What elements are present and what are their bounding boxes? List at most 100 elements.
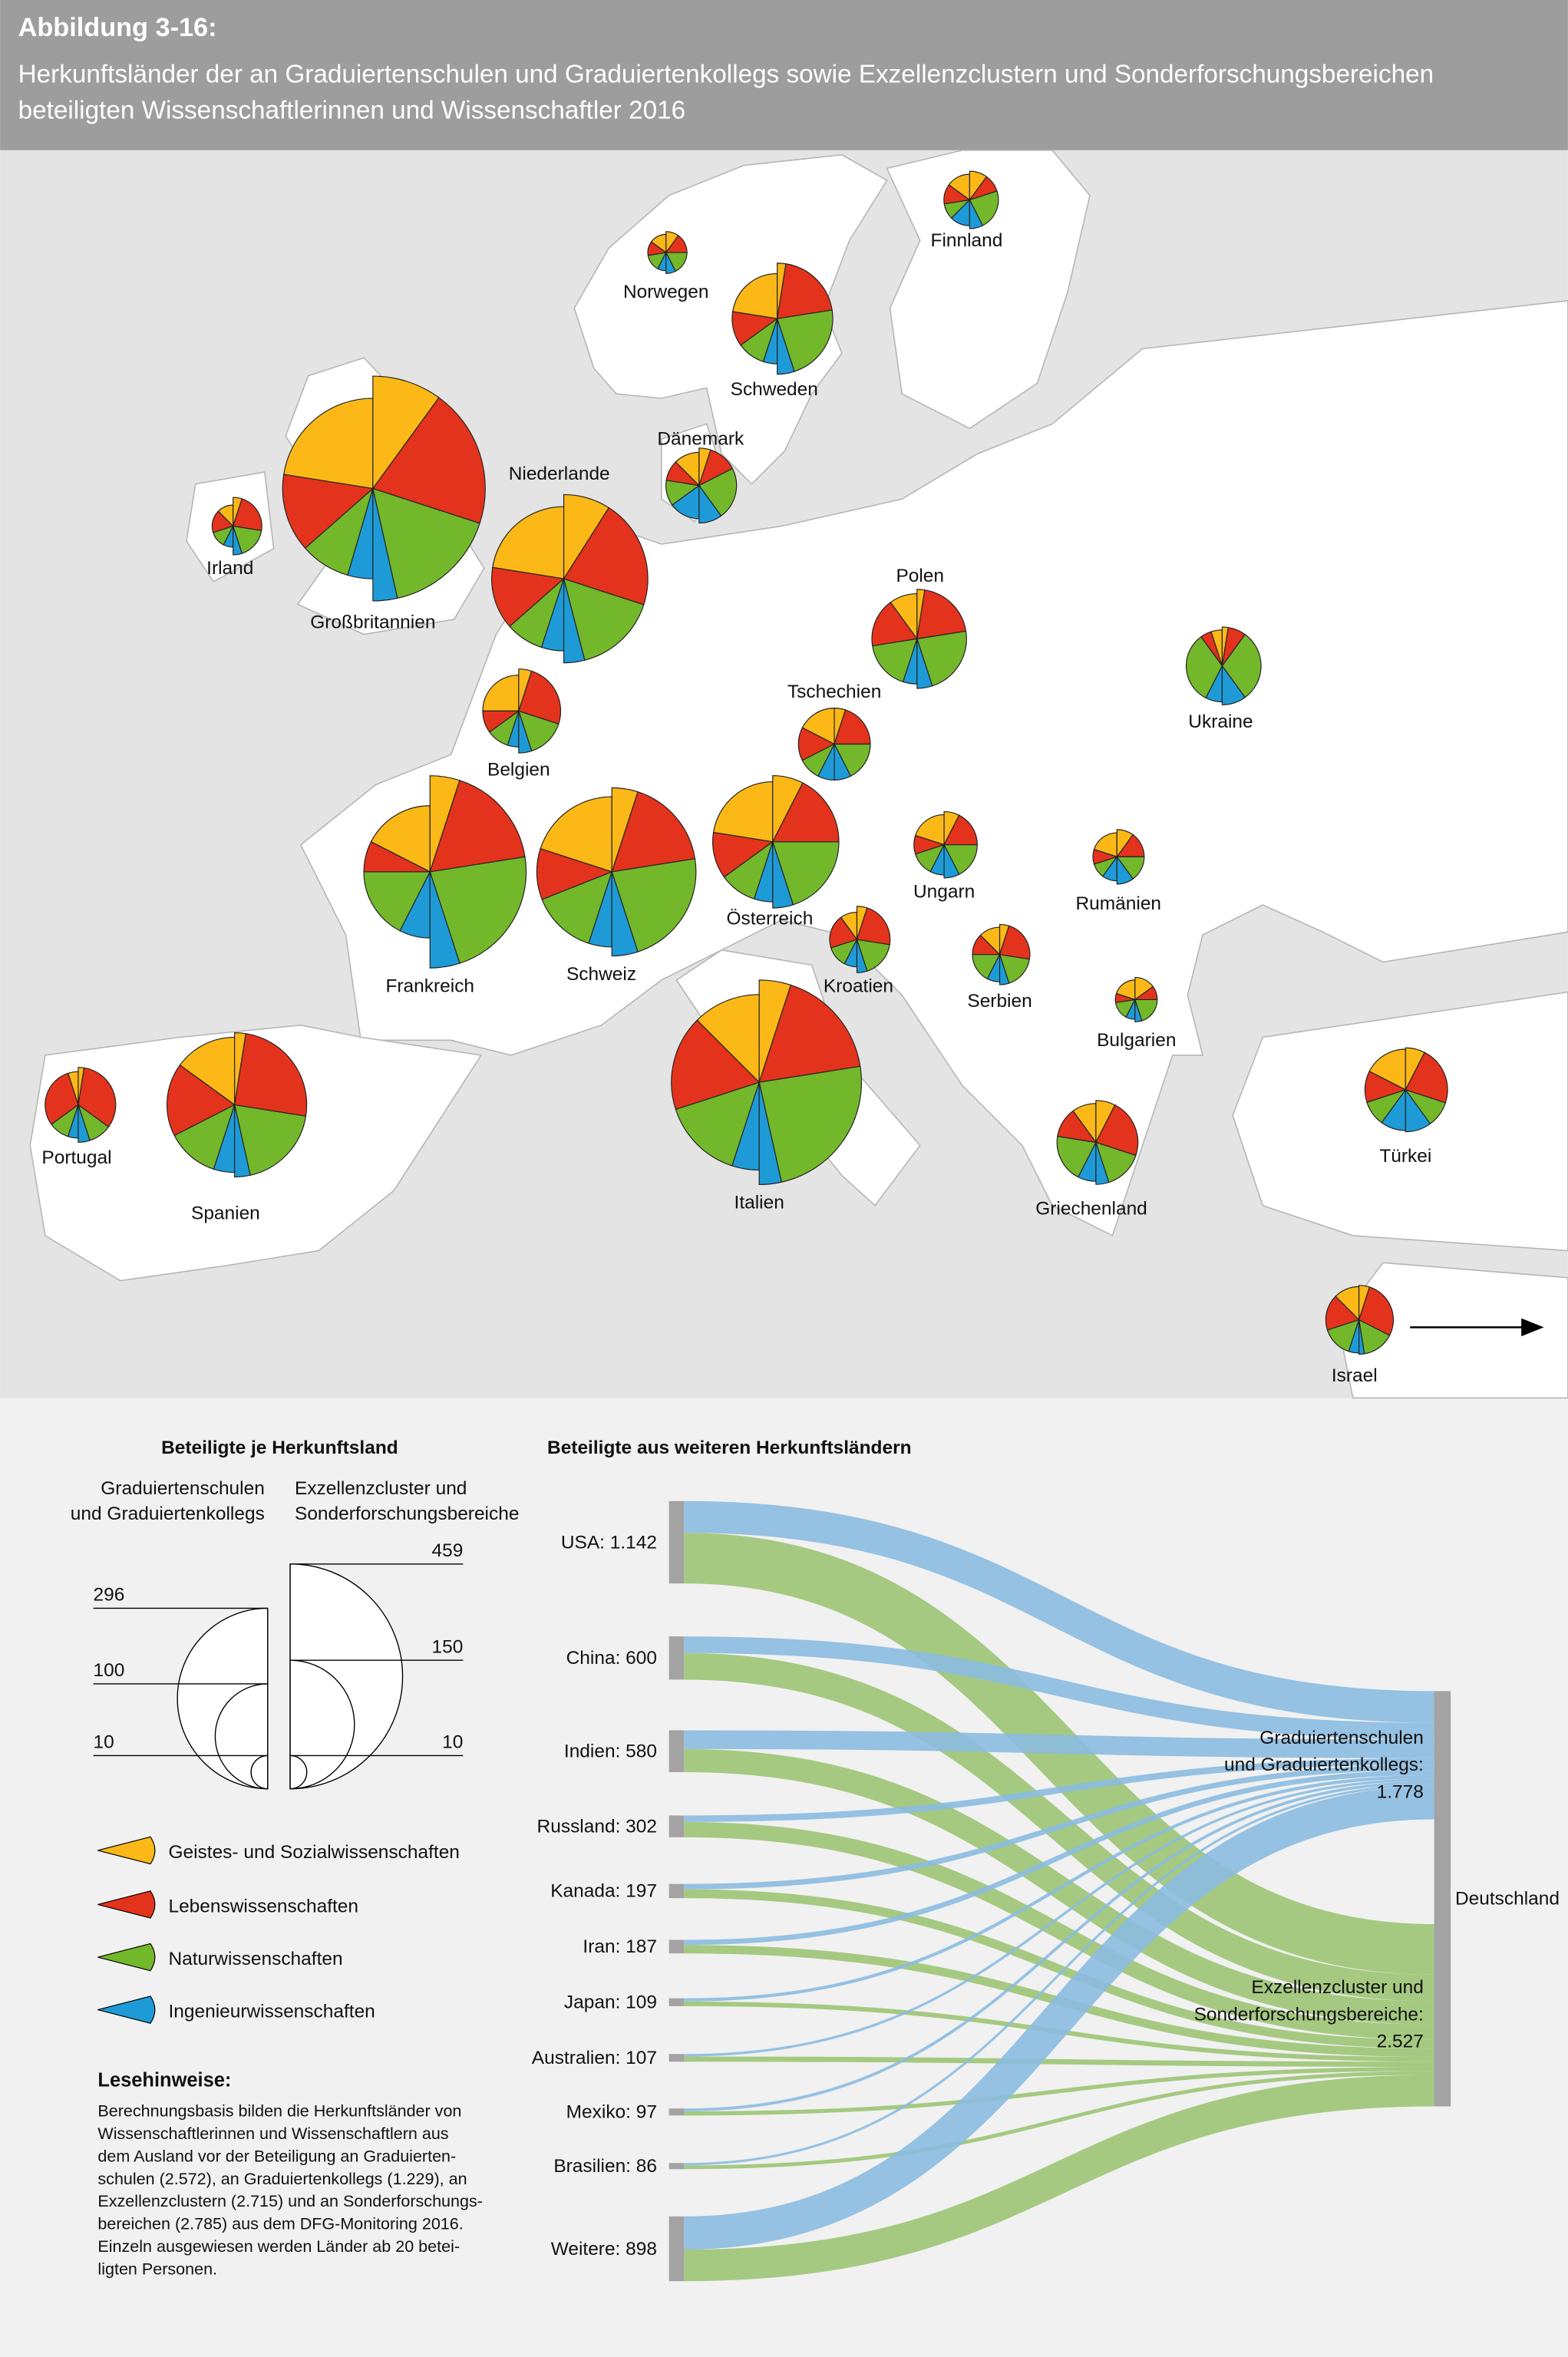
sankey-nodes: USA: 1.142 China: 600 Indien: 580 Russland:… — [532, 1500, 1451, 2282]
source-label: Indien: 580 — [564, 1741, 657, 1762]
country-pie-griechenland: Griechenland — [1035, 1100, 1147, 1220]
country-pie-portugal: Portugal — [41, 1067, 117, 1168]
pie-slice-ec-leben — [1405, 1051, 1448, 1104]
pie-slice-ec-ingenieur — [372, 488, 398, 602]
pie-slice-ec-ingenieur — [999, 954, 1010, 985]
country-pie-norwegen: Norwegen — [623, 231, 709, 302]
flow-gs — [684, 1730, 1434, 1758]
source-label: Japan: 109 — [564, 1992, 657, 2013]
country-pie-bulgarien: Bulgarien — [1097, 976, 1176, 1051]
pie-slice-ec-ingenieur — [234, 1104, 251, 1178]
pie-slice-gs-geistes — [370, 805, 431, 873]
pie-slice-gs-geistes — [540, 796, 612, 873]
source-node — [668, 2108, 685, 2116]
size-legend-left-label: 10 — [94, 1732, 114, 1753]
notes-line: Einzeln ausgewiesen werden Länder ab 20 … — [97, 2237, 460, 2256]
pie-slice-ec-leben — [758, 984, 861, 1083]
flow-gs — [684, 1636, 1434, 1740]
flow-ec — [684, 1533, 1434, 1975]
pie-slice-ec-leben — [1358, 1286, 1395, 1336]
pie-slice-gs-leben — [282, 474, 375, 550]
size-legend-right-heading-2: Sonderforschungsbereiche — [295, 1504, 519, 1524]
pie-slice-gs-leben — [167, 1064, 236, 1137]
pie-slice-ec-leben — [771, 782, 840, 843]
target-ec-total: 2.527 — [1377, 2032, 1424, 2052]
country-label: Norwegen — [623, 282, 709, 302]
pie-slice-ec-ingenieur — [772, 841, 794, 909]
legend-item-ingenieur: Ingenieurwissenschaften — [97, 1996, 375, 2024]
size-legend-right-label: 459 — [432, 1540, 464, 1561]
country-pie-frankreich: Frankreich — [363, 775, 527, 997]
flow-ec — [684, 1821, 1434, 2040]
country-label: Großbritannien — [310, 612, 435, 633]
flow-ec — [684, 2075, 1434, 2282]
flow-ec — [684, 2056, 1434, 2067]
pie-slice-gs-geistes — [696, 994, 760, 1084]
pie-slice-ec-leben — [943, 814, 978, 846]
source-node — [668, 1730, 685, 1772]
pie-slice-ec-natur — [834, 743, 871, 777]
country-pie-belgien: Belgien — [482, 668, 562, 781]
pie-slice-gs-geistes — [712, 781, 774, 843]
notes-line: bereichen (2.785) aus dem DFG-Monitoring… — [97, 2215, 463, 2233]
size-legend-right-label: 10 — [442, 1732, 463, 1753]
pie-slice-ec-natur — [943, 844, 978, 876]
legend-label: Ingenieurwissenschaften — [168, 2001, 375, 2022]
sankey-flows — [684, 1500, 1434, 2282]
land-finland — [886, 150, 1091, 430]
pie-slice-ec-natur — [563, 578, 645, 661]
country-label: Tschechien — [787, 682, 881, 702]
source-label: Russland: 302 — [537, 1816, 657, 1837]
figure-label: Abbildung 3-16: — [18, 13, 217, 42]
pie-slice-ec-natur — [772, 841, 840, 906]
country-pie-israel: Israel — [1325, 1285, 1395, 1386]
country-label: Portugal — [41, 1147, 111, 1168]
source-node — [668, 1815, 685, 1837]
country-label: Schweden — [731, 379, 818, 400]
country-pie-türkei: Türkei — [1364, 1047, 1448, 1167]
europe-map: Norwegen Finnland Schweden Dänemark Irland Gr… — [0, 150, 1568, 1399]
flow-gs — [684, 1764, 1434, 1890]
size-legend-left-heading-1: Graduiertenschulen — [101, 1478, 265, 1499]
pie-slice-ec-ingenieur — [758, 1082, 782, 1185]
target-ec-label-2: Sonderforschungsbereiche: — [1194, 2004, 1424, 2025]
pie-slice-ec-leben — [233, 1033, 308, 1117]
wedge-icon — [97, 1890, 156, 1919]
source-node — [668, 1998, 685, 2006]
source-label: China: 600 — [566, 1648, 657, 1669]
pie-slice-ec-ingenieur — [78, 1104, 91, 1143]
wedge-icon — [97, 1943, 156, 1972]
pie-slice-ec-leben — [999, 925, 1031, 960]
country-label: Griechenland — [1035, 1199, 1147, 1220]
source-node — [668, 1939, 685, 1954]
size-legend-halfcircle — [289, 1659, 355, 1790]
legend-label: Geistes- und Sozialwissenschaften — [168, 1842, 459, 1863]
country-pie-ungarn: Ungarn — [913, 810, 978, 902]
pie-slice-gs-geistes — [1368, 1048, 1406, 1091]
flow-gs — [684, 1778, 1434, 2057]
country-label: Frankreich — [385, 976, 474, 997]
source-label: Mexiko: 97 — [566, 2102, 657, 2123]
notes-line: Berechnungsbasis bilden die Herkunftslän… — [97, 2102, 461, 2121]
color-legend: Geistes- und Sozialwissenschaften Lebens… — [97, 1836, 460, 2024]
pie-slice-ec-ingenieur — [834, 744, 852, 781]
pie-slice-ec-natur — [856, 939, 890, 972]
pie-slice-gs-geistes — [482, 674, 520, 711]
size-legend-right-heading-1: Exzellenzcluster und — [295, 1478, 467, 1499]
target-gs-total: 1.778 — [1377, 1781, 1424, 1802]
country-pie-tschechien: Tschechien — [787, 682, 881, 781]
pie-slice-gs-geistes — [731, 272, 778, 319]
pie-slice-ec-ingenieur — [518, 711, 533, 754]
country-pie-österreich: Österreich — [712, 775, 840, 929]
pie-slice-ec-ingenieur — [1358, 1319, 1365, 1355]
source-label: Iran: 187 — [583, 1936, 657, 1957]
target-gs-label-2: und Graduiertenkollegs: — [1224, 1755, 1424, 1775]
notes-title: Lesehinweise: — [97, 2069, 231, 2091]
country-pie-spanien: Spanien — [167, 1032, 308, 1223]
legend-item-leben: Lebenswissenschaften — [97, 1890, 358, 1919]
pie-slice-gs-leben — [491, 566, 565, 628]
source-label: Brasilien: 86 — [553, 2156, 657, 2177]
flow-gs — [684, 1758, 1434, 1822]
country-label: Rumänien — [1076, 893, 1162, 914]
